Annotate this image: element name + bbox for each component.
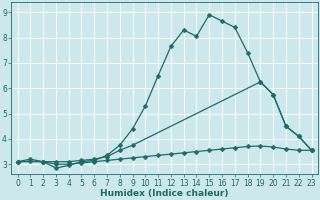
X-axis label: Humidex (Indice chaleur): Humidex (Indice chaleur) <box>100 189 229 198</box>
